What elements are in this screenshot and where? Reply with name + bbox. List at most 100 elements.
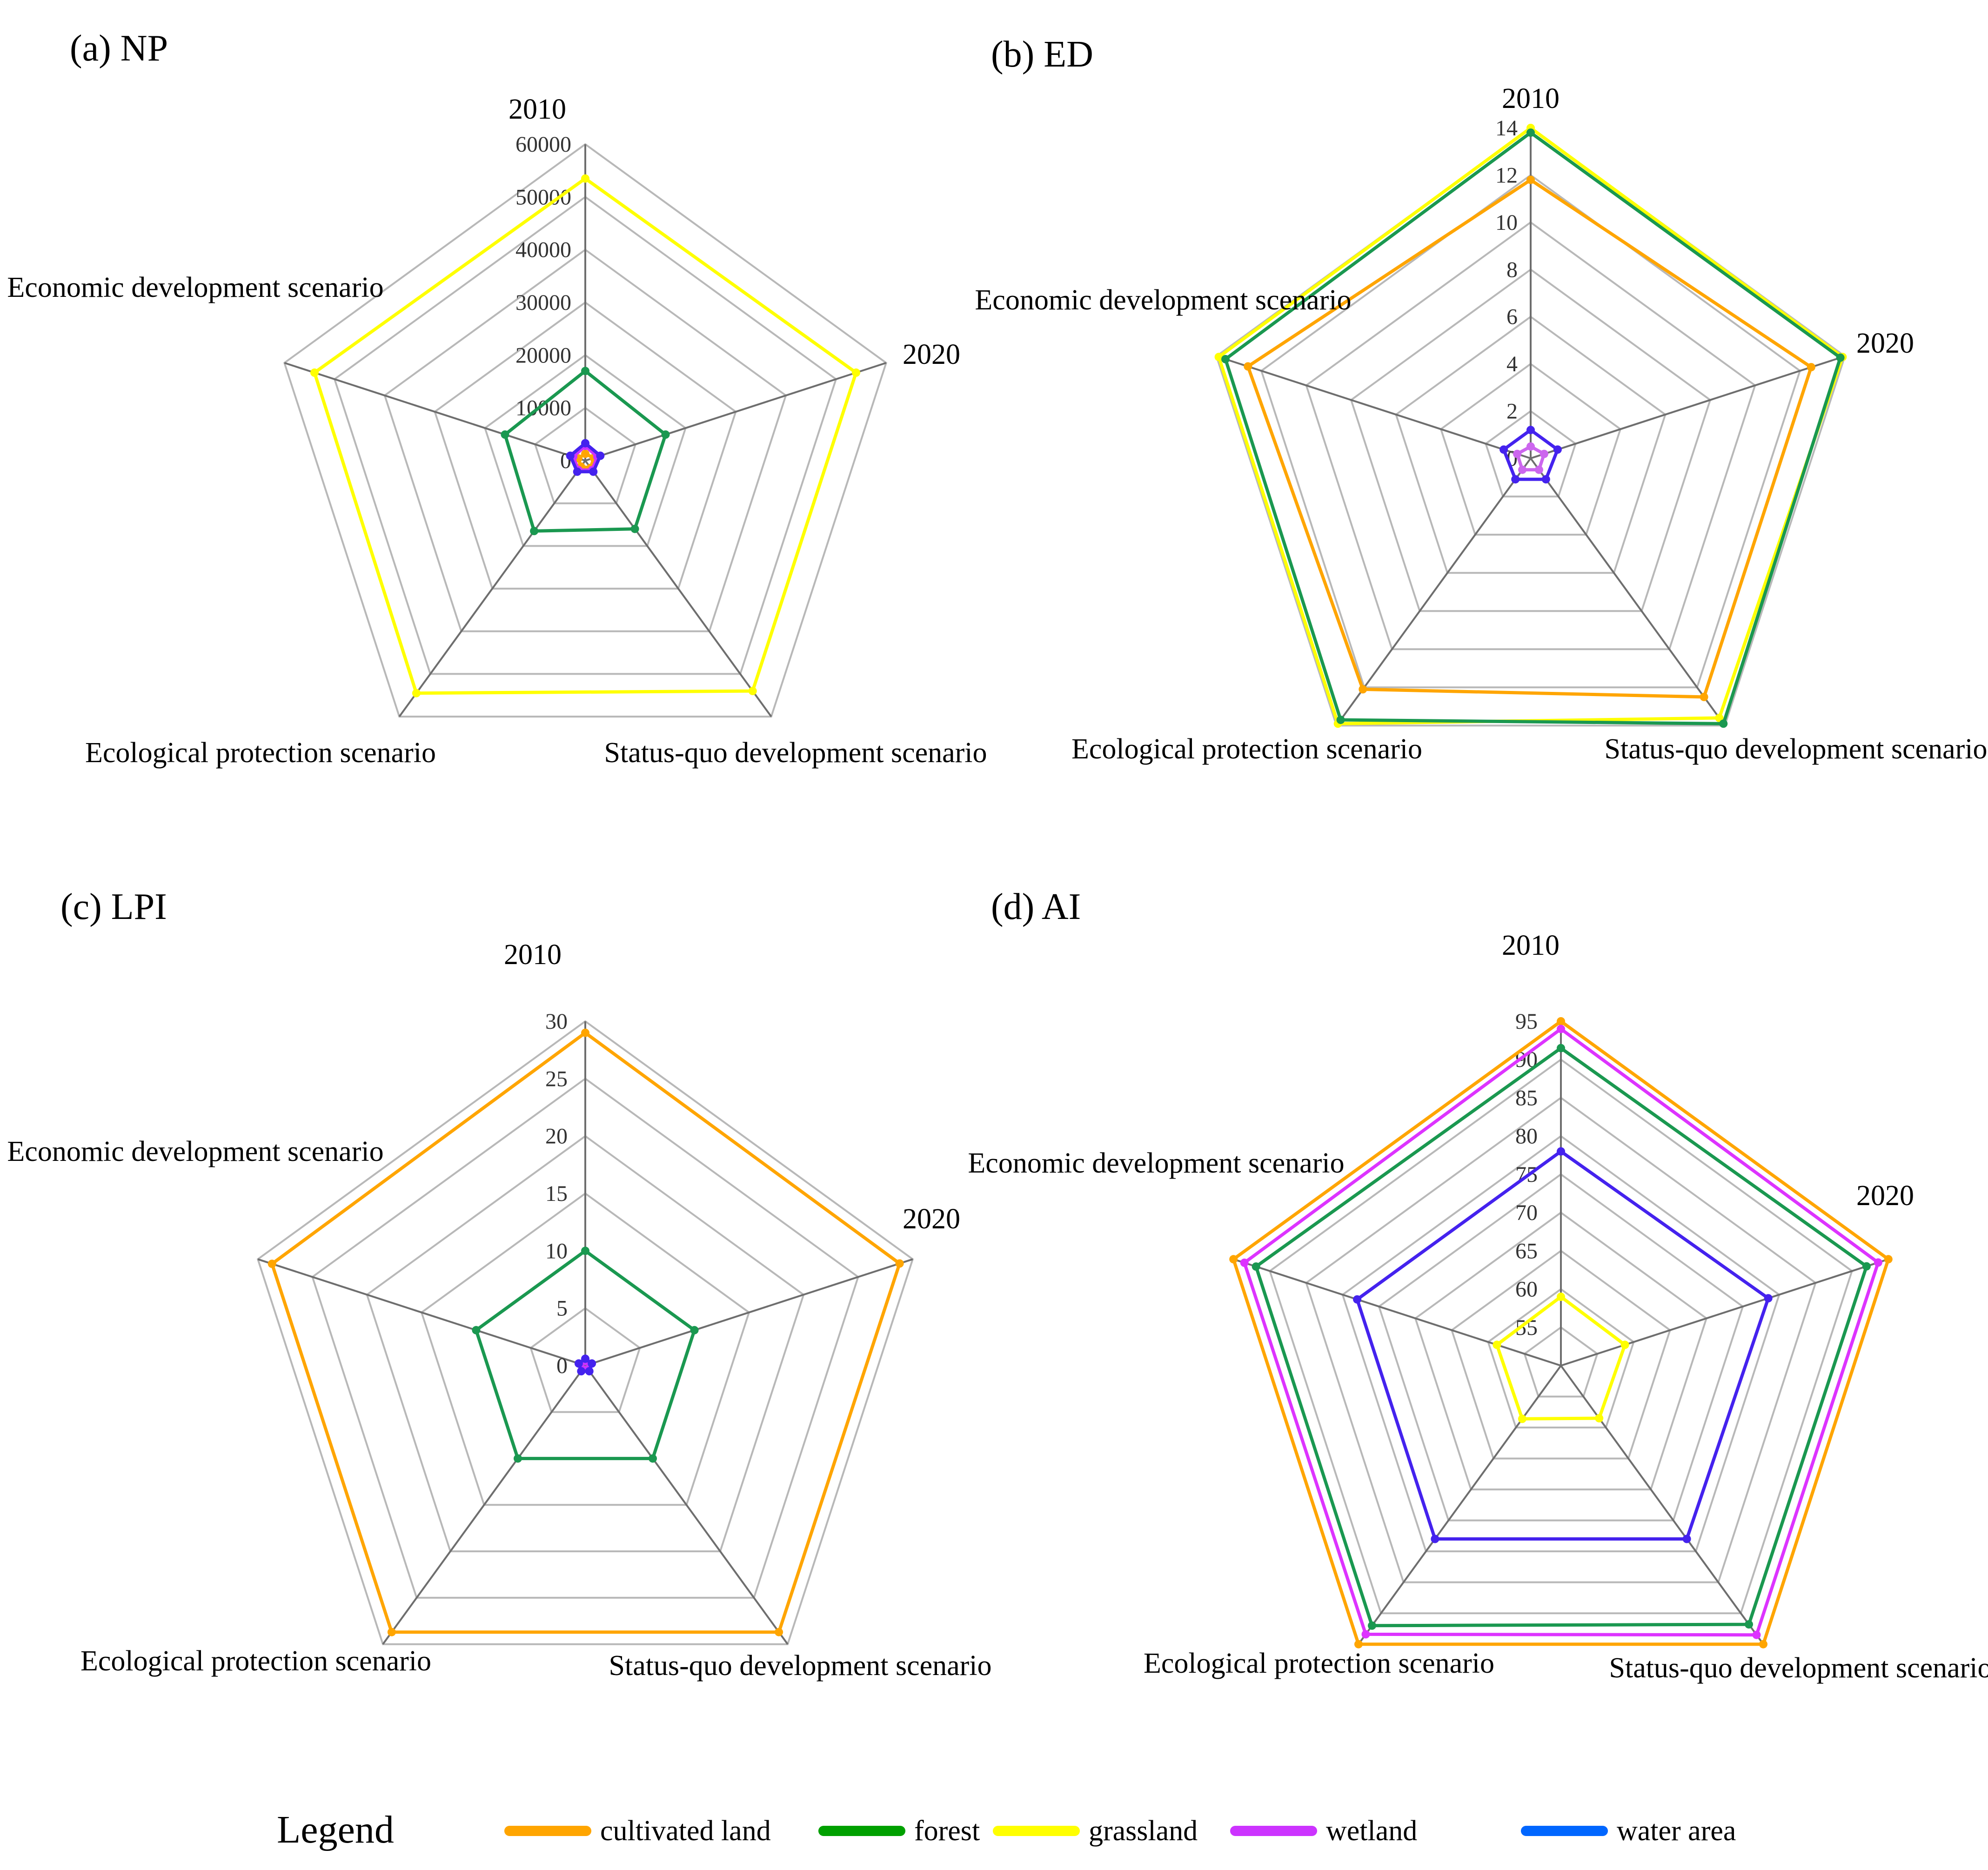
axis-spoke	[1530, 457, 1726, 726]
data-point	[581, 174, 589, 183]
tick-label: 12	[1495, 163, 1518, 188]
axis-label-status-quo: Status-quo development scenario	[609, 1650, 991, 1682]
data-point	[472, 1326, 481, 1334]
axis-spoke	[382, 1365, 586, 1645]
data-point	[1240, 1258, 1249, 1267]
series-forest	[1252, 1044, 1871, 1630]
data-point	[387, 1628, 396, 1636]
data-point	[1518, 465, 1527, 474]
tick-label: 0	[556, 1354, 568, 1378]
grid-ring	[1378, 1173, 1744, 1521]
grid-ring	[484, 354, 687, 547]
tick-label: 60	[1515, 1277, 1538, 1302]
tick-label: 5	[556, 1296, 568, 1321]
data-point	[1368, 1621, 1376, 1630]
axis-spoke	[398, 460, 586, 717]
legend-item: wetland	[1230, 1815, 1417, 1847]
data-point	[1836, 353, 1845, 362]
data-point	[630, 524, 639, 533]
axis-label-ecological: Ecological protection scenario	[80, 1645, 431, 1677]
data-point	[649, 1454, 657, 1463]
data-point	[1526, 426, 1535, 435]
axis-spoke	[284, 362, 586, 462]
legend-label: forest	[914, 1815, 980, 1847]
axis-label-ecological: Ecological protection scenario	[85, 737, 436, 769]
series-forest	[472, 1247, 699, 1463]
data-point	[1764, 1294, 1773, 1303]
data-point	[566, 451, 575, 460]
series-forest	[501, 367, 670, 536]
tick-label: 20	[545, 1124, 568, 1149]
grid-ring	[420, 1192, 750, 1506]
data-point	[1221, 355, 1230, 363]
chart-title: (a) NP	[70, 28, 168, 69]
grid-ring	[534, 407, 637, 504]
series-line	[1254, 1046, 1869, 1628]
data-point	[1336, 716, 1345, 724]
data-point	[573, 467, 582, 476]
tick-label: 6	[1506, 305, 1518, 329]
radar-series	[1229, 1017, 1893, 1649]
data-point	[1511, 475, 1520, 484]
axis-spoke	[1233, 1258, 1561, 1367]
chart-title: (b) ED	[991, 34, 1093, 75]
grid-ring	[283, 143, 888, 718]
data-point	[1682, 1535, 1691, 1543]
series-water-area	[1499, 426, 1562, 484]
series-line	[1246, 178, 1814, 699]
radar-grid	[283, 143, 888, 718]
chart-title: (c) LPI	[60, 886, 167, 927]
series-line	[1223, 130, 1842, 725]
tick-label: 2	[1506, 399, 1518, 424]
axis-spoke	[1336, 457, 1532, 726]
series-line	[1495, 1294, 1627, 1421]
data-point	[1214, 353, 1223, 362]
axis-label-2020: 2020	[903, 1203, 960, 1235]
data-point	[1595, 1414, 1604, 1423]
radar-chart-lpi: (c) LPI 30 25 20 15 10 5 0 2010 2020 Status-qu…	[7, 886, 991, 1682]
grid-ring	[1260, 174, 1801, 689]
data-point	[1557, 1044, 1565, 1052]
radar-grid	[256, 1020, 914, 1645]
series-line	[1501, 428, 1560, 481]
data-point	[1493, 1341, 1501, 1349]
axis-spoke	[584, 1365, 789, 1645]
legend-item: forest	[818, 1815, 980, 1847]
axis-spoke	[257, 1258, 586, 1367]
data-point	[1719, 719, 1728, 728]
data-point	[1862, 1262, 1871, 1271]
radar-series	[268, 1028, 904, 1636]
data-point	[1526, 128, 1535, 137]
legend-item: grassland	[993, 1815, 1198, 1847]
data-point	[1353, 1295, 1362, 1304]
axis-label-2010: 2010	[1502, 930, 1560, 961]
axis-label-2020: 2020	[903, 339, 960, 370]
data-point	[581, 1028, 589, 1037]
radar-series	[310, 174, 860, 697]
data-point	[1541, 475, 1550, 484]
data-point	[1513, 449, 1522, 458]
axis-label-economic: Economic development scenario	[7, 272, 383, 303]
tick-label: 8	[1506, 257, 1518, 282]
label-line: Status-quo development scenario	[604, 737, 987, 769]
axis-label-status-quo: Status-quo development scenario	[1604, 733, 1987, 765]
data-point	[1807, 363, 1815, 372]
data-point	[581, 1247, 589, 1255]
data-point	[581, 449, 589, 458]
tick-label: 50000	[515, 185, 571, 209]
data-point	[895, 1259, 904, 1268]
axis-label-economic: Economic development scenario	[975, 284, 1351, 316]
legend-items: cultivated land forest grassland wetland wat…	[504, 1815, 1736, 1847]
chart-title: (d) AI	[991, 886, 1081, 927]
axis-label-ecological: Ecological protection scenario	[1144, 1648, 1494, 1679]
axis-spoke	[1358, 1365, 1562, 1645]
grid-ring	[1269, 1058, 1853, 1615]
legend-item: water area	[1521, 1815, 1736, 1847]
grid-ring	[256, 1020, 914, 1645]
data-point	[530, 527, 539, 536]
data-point	[1526, 175, 1535, 184]
data-point	[1700, 692, 1708, 701]
tick-label: 70	[1515, 1200, 1538, 1225]
